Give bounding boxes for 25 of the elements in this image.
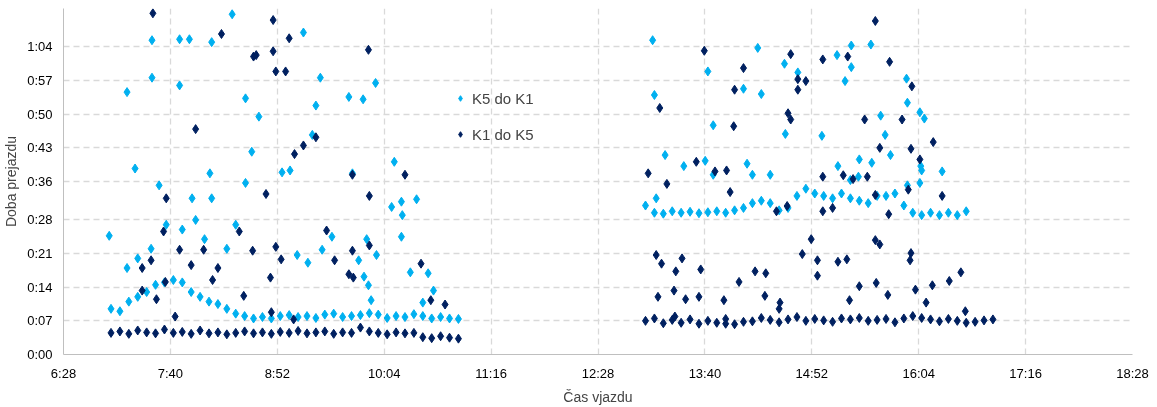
x-axis-title: Čas vjazdu	[563, 388, 633, 405]
x-tick-label: 8:52	[264, 365, 290, 381]
y-tick-label: 0:50	[27, 106, 53, 122]
y-tick-label: 0:21	[27, 246, 53, 262]
x-tick-label: 12:28	[581, 365, 615, 381]
y-tick-label: 0:14	[27, 279, 53, 295]
y-tick-label: 0:43	[27, 140, 53, 156]
y-axis-title: Doba prejazdu	[3, 135, 20, 228]
x-tick-label: 18:28	[1116, 365, 1149, 381]
y-tick-label: 0:57	[27, 73, 53, 89]
y-tick-label: 0:28	[27, 212, 53, 228]
x-tick-label: 7:40	[157, 365, 184, 381]
x-tick-label: 14:52	[795, 365, 829, 381]
x-tick-label: 13:40	[688, 365, 722, 381]
y-tick-label: 1:04	[27, 39, 53, 55]
x-tick-label: 10:04	[367, 365, 401, 381]
legend-label: K5 do K1	[472, 89, 534, 107]
y-tick-label: 0:36	[27, 174, 53, 189]
legend-label: K1 do K5	[472, 125, 534, 143]
x-tick-label: 17:16	[1009, 365, 1042, 381]
x-tick-label: 6:28	[50, 365, 77, 381]
y-tick-label: 0:07	[27, 313, 53, 329]
x-tick-label: 11:16	[475, 365, 507, 381]
y-tick-label: 0:00	[27, 347, 53, 362]
x-tick-label: 16:04	[902, 365, 935, 381]
